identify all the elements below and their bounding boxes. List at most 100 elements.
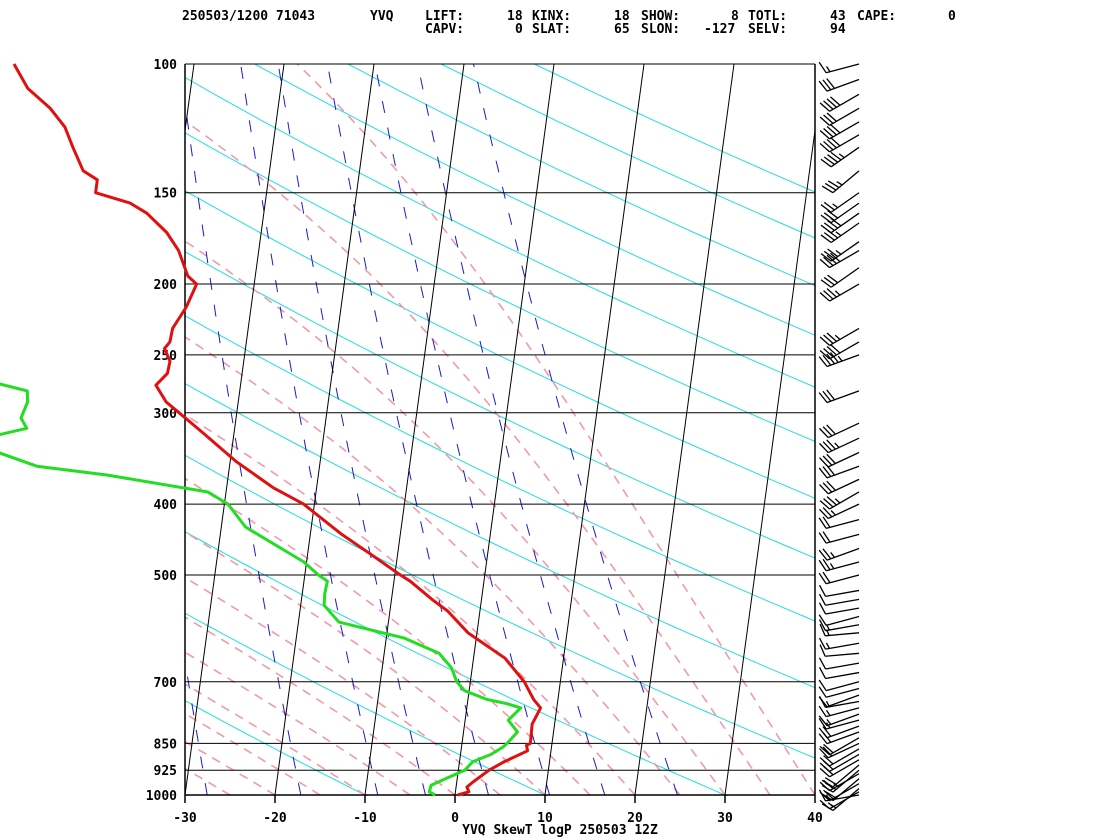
wind-barb-feather [818, 584, 827, 597]
wind-barb-feather [818, 593, 827, 606]
wind-barb-staff [829, 753, 860, 772]
x-axis-title: YVQ SkewT logP 250503 12Z [462, 823, 658, 838]
wind-barb-feather [818, 572, 827, 585]
header-line1-item: LIFT: [425, 9, 465, 24]
wind-barb [820, 192, 860, 213]
wind-barb-feather [818, 667, 827, 679]
pressure-tick-label: 925 [154, 764, 177, 779]
wind-barb-half-feather [834, 334, 841, 340]
wind-barb-feather [819, 767, 830, 778]
wind-barb-feather [818, 517, 827, 529]
wind-barb [819, 341, 860, 360]
wind-barb-feather [826, 138, 837, 149]
wind-barbs [818, 61, 860, 811]
wind-barb-feather [818, 467, 828, 479]
wind-barb-staff [830, 212, 860, 234]
wind-barb-half-feather [830, 552, 836, 558]
wind-barb-feather [820, 279, 832, 288]
mixing-ratio-line [240, 64, 379, 796]
pressure-tick-label: 850 [154, 737, 178, 752]
header-line1-item: 18 [614, 9, 630, 24]
moist-adiabat [185, 767, 231, 796]
wind-barb-staff [827, 478, 860, 495]
dry-adiabat [185, 132, 815, 442]
wind-barb-half-feather [835, 249, 842, 255]
wind-barb-staff [826, 354, 860, 368]
wind-barb-feather [823, 290, 834, 300]
wind-barb-staff [825, 574, 860, 585]
isotherm [814, 791, 815, 796]
dry-adiabat [253, 64, 815, 336]
header-line1-item: SHOW: [641, 9, 681, 24]
wind-barb-feather [819, 745, 830, 756]
wind-barb-feather [819, 292, 830, 302]
x-tick-label: 10 [537, 811, 553, 826]
wind-barb-staff [826, 713, 860, 727]
moist-adiabat [185, 740, 276, 796]
wind-barb-staff [832, 170, 860, 194]
wind-barb [819, 451, 860, 468]
header-line1-item: 43 [830, 9, 846, 24]
wind-barb-feather [826, 480, 836, 491]
wind-barb [818, 679, 860, 692]
wind-barb-staff [827, 422, 860, 439]
wind-barb-feather [823, 114, 834, 124]
wind-barb-feather [819, 623, 826, 637]
x-tick-label: 40 [807, 811, 823, 826]
wind-barb-feather [824, 777, 837, 785]
wind-barb-feather [827, 248, 839, 258]
wind-barb-feather [818, 718, 827, 730]
wind-barb-feather [823, 743, 834, 754]
wind-barb-feather [819, 791, 830, 802]
x-tick-label: -20 [263, 811, 287, 826]
wind-barb-feather [823, 276, 835, 286]
wind-barb-staff [825, 707, 860, 718]
wind-barb [821, 778, 860, 802]
wind-barb [818, 558, 860, 572]
wind-barb-staff [827, 742, 860, 759]
wind-barb-staff [829, 783, 860, 802]
wind-barb-staff [829, 134, 860, 153]
wind-barb [818, 516, 860, 530]
wind-barb-feather [829, 352, 839, 363]
wind-barb-half-feather [825, 710, 831, 716]
wind-barb-staff [826, 694, 860, 708]
wind-barb-feather [819, 757, 830, 767]
wind-barb-staff [825, 598, 860, 606]
wind-barb-feather [821, 793, 834, 802]
wind-barb-feather [822, 354, 832, 366]
wind-barb-feather [826, 389, 836, 401]
wind-barb-staff [826, 547, 860, 561]
dry-adiabat [346, 64, 815, 287]
wind-barb [818, 614, 860, 626]
x-tick-label: 20 [627, 811, 643, 826]
pressure-tick-label: 200 [154, 278, 178, 293]
wind-barb-feather [819, 142, 830, 153]
pressure-tick-label: 500 [154, 569, 178, 584]
wind-barb-feather [827, 180, 840, 189]
wind-barb-feather [818, 705, 827, 718]
wind-barb-feather [822, 426, 833, 437]
wind-barb-staff [826, 465, 860, 479]
wind-barb-staff [829, 737, 860, 756]
header-line1-item: 250503/1200 71043 [182, 9, 316, 24]
wind-barb-feather [818, 80, 828, 92]
moist-adiabat [185, 477, 591, 796]
wind-barb-staff [825, 624, 860, 632]
wind-barb-staff [825, 589, 860, 597]
wind-barb-feather [819, 350, 830, 360]
wind-barb-feather [818, 657, 827, 670]
mixing-ratio-line [277, 64, 426, 796]
wind-barb-feather [819, 748, 829, 759]
wind-barb-feather [819, 258, 830, 269]
wind-barb-feather [821, 784, 834, 793]
wind-barb-feather [823, 498, 834, 508]
wind-barb-feather [818, 602, 827, 615]
wind-barb-feather [818, 392, 828, 403]
wind-barb [820, 202, 860, 224]
wind-barb-feather [821, 185, 834, 194]
wind-barb-feather [822, 516, 831, 528]
isotherm [185, 64, 285, 796]
wind-barb-staff [830, 222, 860, 244]
